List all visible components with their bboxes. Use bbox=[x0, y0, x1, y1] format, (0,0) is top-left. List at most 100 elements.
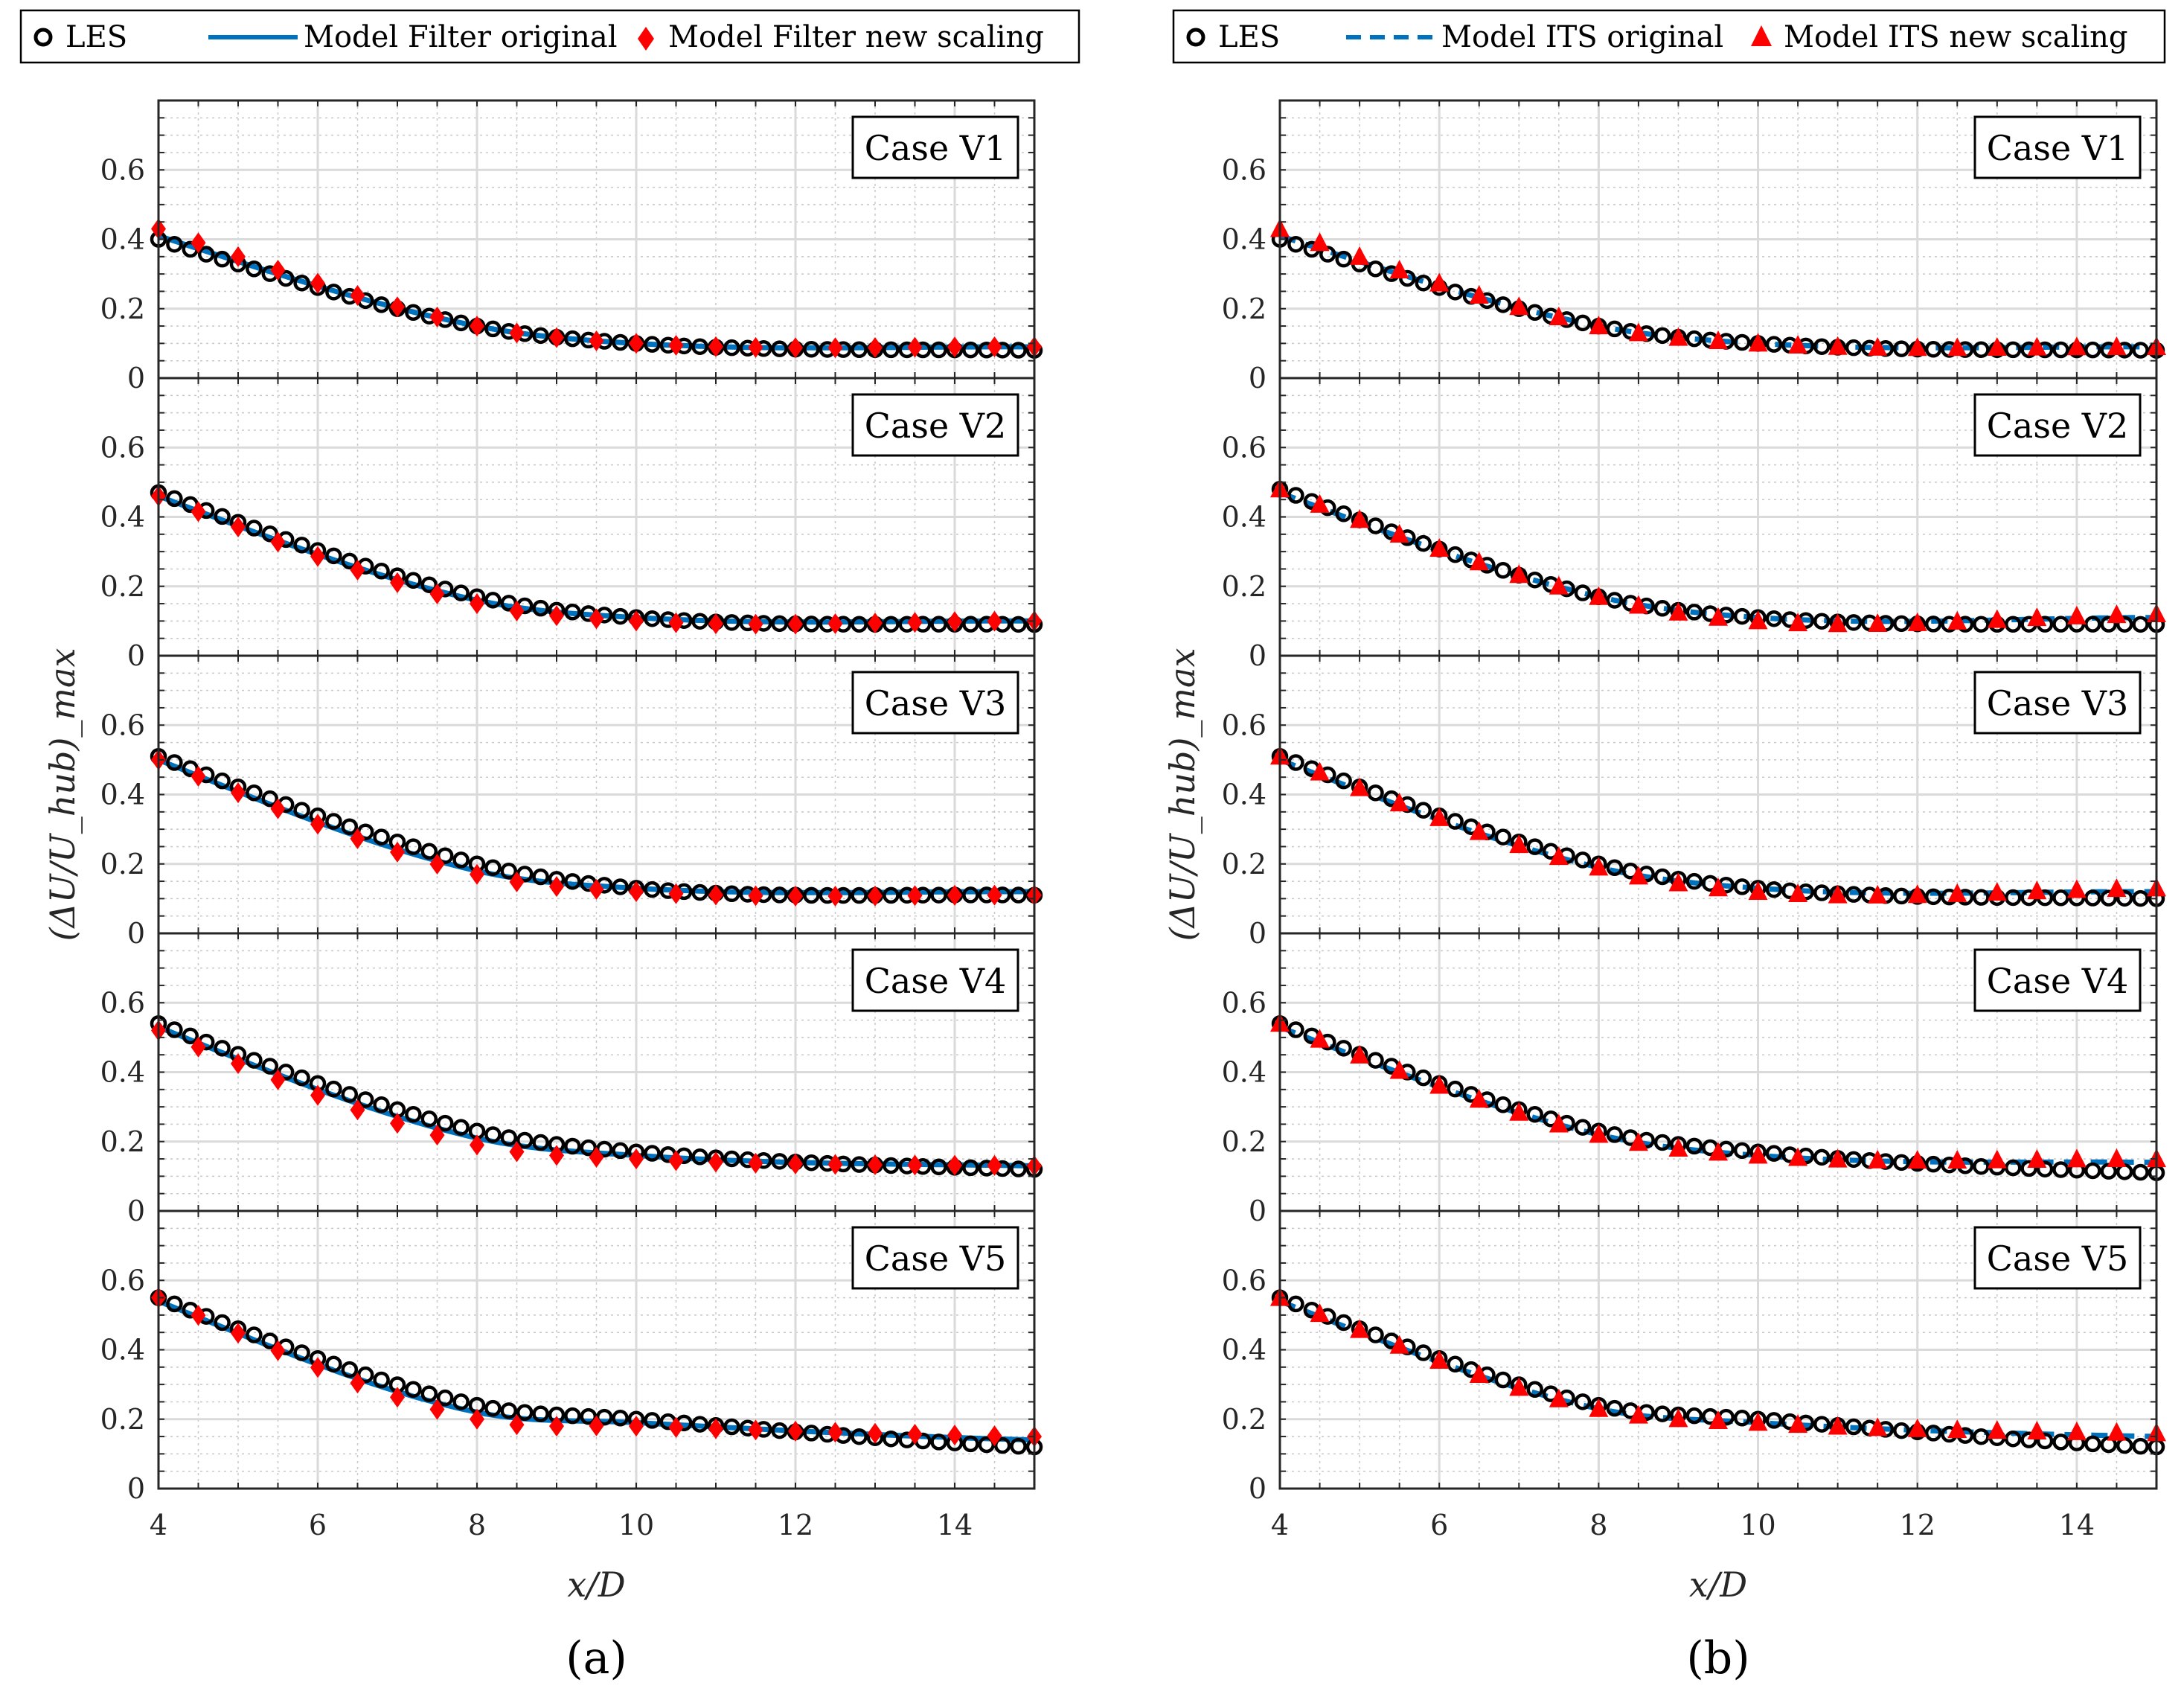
scaled-point bbox=[788, 613, 803, 635]
y-tick-label: 0 bbox=[127, 639, 145, 672]
scaled-point bbox=[1509, 296, 1529, 316]
les-point bbox=[214, 1040, 231, 1057]
scaled-point bbox=[1868, 884, 1888, 904]
y-tick-label: 0.6 bbox=[1222, 986, 1266, 1019]
scaled-point bbox=[231, 1323, 246, 1344]
les-point bbox=[1010, 886, 1027, 904]
y-tick-label: 0.4 bbox=[100, 501, 145, 534]
subplot-2: 0 0.2 0.4 0.6 Case V2 bbox=[100, 377, 1043, 672]
scaled-point bbox=[1628, 1132, 1648, 1151]
les-point bbox=[1685, 1137, 1703, 1155]
y-tick-label: 0.2 bbox=[1222, 848, 1266, 880]
scaled-point bbox=[668, 1416, 684, 1438]
scaled-point bbox=[2107, 878, 2127, 898]
scaled-point bbox=[310, 272, 325, 294]
scaled-point bbox=[429, 1125, 445, 1146]
les-point bbox=[1010, 1160, 1027, 1177]
les-point bbox=[1924, 1155, 1942, 1173]
scaled-point bbox=[549, 876, 564, 898]
scaled-point bbox=[788, 1420, 803, 1442]
scaled-point bbox=[1987, 1420, 2007, 1439]
les-point bbox=[341, 552, 359, 570]
scaled-point bbox=[231, 246, 246, 267]
scaled-point bbox=[589, 1415, 604, 1436]
les-point bbox=[1973, 341, 1990, 359]
case-label-box bbox=[851, 393, 1019, 457]
y-tick-label: 0 bbox=[1249, 917, 1266, 950]
x-tick-label: 6 bbox=[309, 1509, 327, 1541]
scaled-point bbox=[708, 884, 723, 906]
les-point bbox=[2052, 616, 2069, 633]
scaled-point bbox=[708, 1418, 723, 1439]
y-tick-label: 0.2 bbox=[1222, 1403, 1266, 1436]
scaled-point bbox=[748, 613, 763, 635]
scaled-point bbox=[1509, 1377, 1529, 1396]
scaled-point bbox=[629, 1416, 644, 1437]
y-tick-label: 0 bbox=[1249, 639, 1266, 672]
y-tick-label: 0.4 bbox=[100, 779, 145, 811]
legend-scaled-label: Model ITS new scaling bbox=[1784, 20, 2128, 54]
les-point bbox=[1685, 1407, 1703, 1425]
scaled-point bbox=[1350, 246, 1370, 265]
y-tick-label: 0.2 bbox=[1222, 1125, 1266, 1158]
case-label-box bbox=[851, 671, 1019, 735]
les-point bbox=[2132, 1437, 2149, 1455]
les-point bbox=[2020, 1160, 2037, 1177]
y-tick-label: 0.6 bbox=[1222, 153, 1266, 186]
les-point bbox=[246, 520, 263, 537]
les-point bbox=[1335, 1040, 1352, 1057]
les-point bbox=[197, 246, 215, 263]
y-tick-label: 0.2 bbox=[1222, 293, 1266, 325]
les-point bbox=[500, 1402, 518, 1419]
scaled-point bbox=[1868, 613, 1888, 633]
scaled-point bbox=[748, 336, 763, 358]
les-point bbox=[564, 1137, 581, 1155]
les-point bbox=[1685, 872, 1703, 890]
scaled-point bbox=[1748, 1412, 1768, 1431]
les-point bbox=[532, 868, 549, 886]
les-point bbox=[516, 1404, 534, 1422]
scaled-point bbox=[1469, 1089, 1489, 1108]
scaled-point bbox=[549, 1145, 564, 1166]
les-point bbox=[261, 790, 279, 808]
scaled-point bbox=[231, 1052, 246, 1074]
scaled-point bbox=[350, 828, 365, 849]
les-point bbox=[1653, 327, 1671, 345]
les-point bbox=[1765, 610, 1783, 627]
scaled-point bbox=[668, 883, 684, 904]
les-point bbox=[1653, 1134, 1671, 1151]
les-point bbox=[612, 878, 629, 895]
scaled-point bbox=[470, 1134, 484, 1156]
les-point bbox=[930, 341, 947, 359]
y-axis-label: (ΔU/U_hub)_max bbox=[1162, 648, 1203, 942]
scaled-point bbox=[1907, 612, 1927, 631]
les-point bbox=[1367, 1052, 1384, 1069]
les-point bbox=[2052, 1433, 2069, 1451]
scaled-point bbox=[907, 1154, 923, 1176]
les-point bbox=[325, 547, 342, 565]
les-point bbox=[214, 250, 231, 268]
scaled-point bbox=[429, 307, 445, 328]
scaled-point bbox=[788, 885, 803, 907]
case-label: Case V2 bbox=[1987, 406, 2129, 446]
subplot-4: 0 0.2 0.4 0.6 Case V4 bbox=[100, 932, 1043, 1227]
les-point bbox=[2116, 1436, 2133, 1454]
scaled-point bbox=[270, 531, 286, 553]
les-point bbox=[771, 340, 788, 357]
scaled-point bbox=[987, 884, 1002, 906]
scaled-point bbox=[748, 885, 763, 907]
les-point bbox=[405, 1105, 422, 1123]
scaled-point bbox=[668, 1150, 684, 1172]
scaled-point bbox=[470, 593, 484, 615]
scaled-point bbox=[827, 1154, 843, 1175]
scaled-point bbox=[629, 333, 644, 354]
les-point bbox=[1335, 505, 1352, 522]
les-point bbox=[883, 341, 900, 359]
y-tick-label: 0.2 bbox=[100, 1125, 145, 1158]
les-point bbox=[2084, 341, 2101, 359]
les-point bbox=[1335, 772, 1352, 790]
les-point bbox=[1287, 1295, 1304, 1313]
les-point bbox=[771, 886, 788, 904]
y-tick-label: 0.2 bbox=[100, 1403, 145, 1436]
les-point bbox=[2052, 341, 2069, 359]
